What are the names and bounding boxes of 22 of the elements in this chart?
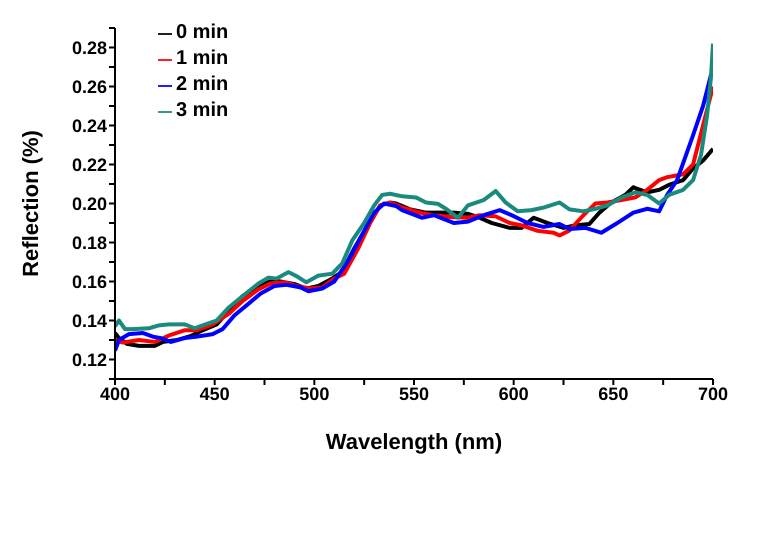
legend-label: 2 min [176, 73, 228, 95]
x-tick-label: 400 [100, 384, 130, 404]
x-tick-label: 600 [498, 384, 529, 404]
y-tick-label: 0.20 [72, 194, 107, 214]
x-tick-label: 550 [398, 384, 430, 404]
y-tick-label: 0.26 [72, 76, 107, 97]
legend-label: 1 min [176, 47, 228, 69]
y-tick-label: 0.14 [72, 310, 107, 331]
x-tick-label: 500 [299, 384, 330, 404]
y-axis-title: Reflection (%) [18, 130, 43, 277]
y-tick-label: 0.12 [72, 350, 107, 370]
y-tick-label: 0.16 [72, 272, 107, 292]
x-tick-label: 650 [598, 384, 628, 404]
legend-label: 0 min [176, 21, 228, 43]
y-tick-label: 0.24 [72, 116, 107, 136]
x-axis-title: Wavelength (nm) [326, 429, 502, 454]
y-tick-label: 0.22 [72, 154, 107, 175]
x-tick-label: 450 [200, 384, 230, 404]
legend-label: 3 min [176, 99, 228, 121]
y-tick-label: 0.28 [72, 38, 107, 58]
y-tick-label: 0.18 [72, 232, 107, 253]
x-tick-label: 700 [698, 384, 728, 404]
